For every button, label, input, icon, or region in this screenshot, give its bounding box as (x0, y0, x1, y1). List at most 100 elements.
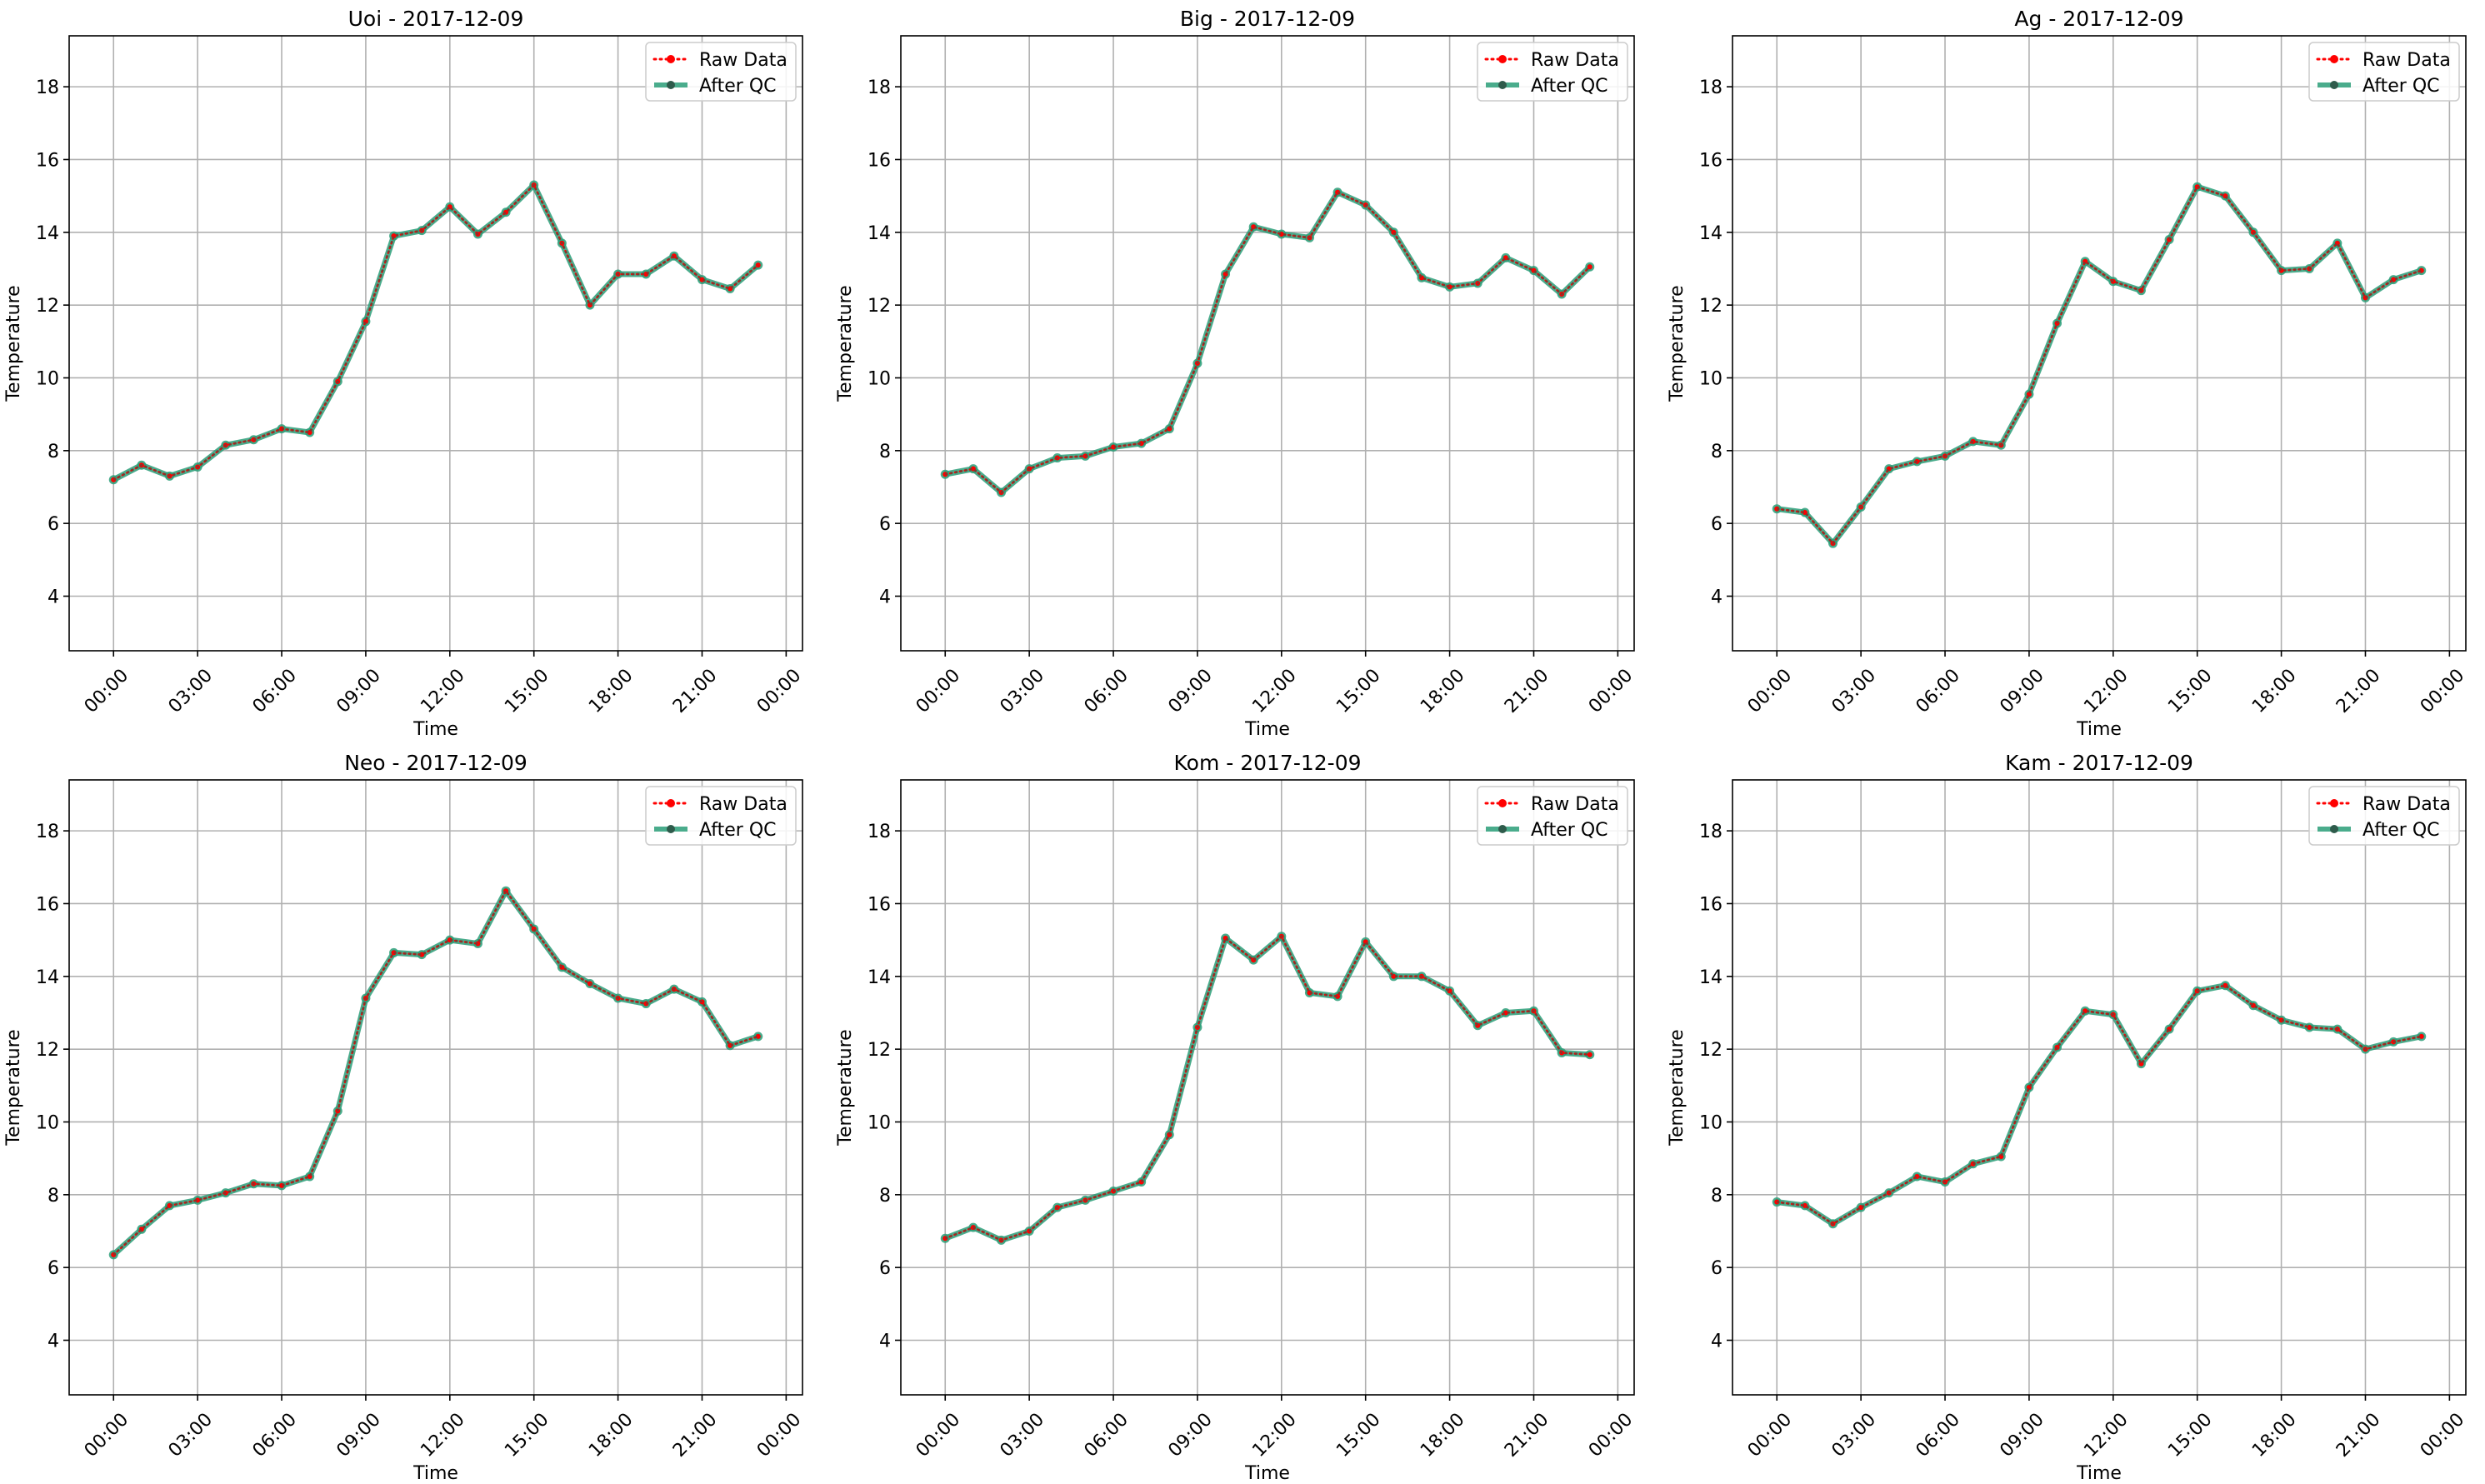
legend-raw-marker (667, 55, 675, 63)
series-overlap-line (1777, 185, 2422, 546)
legend: Raw Data After QC (2308, 786, 2460, 846)
y-tick-label: 6 (879, 514, 891, 535)
legend-qc-marker (667, 81, 675, 89)
legend-label-qc: After QC (699, 820, 777, 841)
y-tick-label: 18 (868, 77, 891, 98)
y-tick-label: 10 (36, 1112, 59, 1133)
subplot-3: 4 6 8 10 12 14 16 18 00:00 03:00 06:00 09:00 12:00 15… (1667, 7, 2468, 740)
legend-label-qc: After QC (1531, 820, 1608, 841)
subplot-5: 4 6 8 10 12 14 16 18 00:00 03:00 06:00 09:00 12:00 15… (835, 751, 1637, 1484)
y-tick-label: 4 (1711, 587, 1722, 607)
y-tick-label: 8 (48, 1186, 59, 1207)
x-tick-label: 12:00 (2080, 665, 2132, 717)
axes-frame (68, 779, 803, 1396)
series-raw-data-line (1775, 984, 2423, 1226)
legend: Raw Data After QC (645, 42, 797, 102)
chart-title: Ag - 2017-12-09 (2014, 7, 2183, 31)
x-tick-label: 00:00 (1585, 1409, 1638, 1462)
legend-raw-marker (1498, 55, 1507, 63)
subplot-6: 4 6 8 10 12 14 16 18 00:00 03:00 06:00 09:00 12:00 15… (1667, 751, 2468, 1484)
x-tick-label: 09:00 (1164, 665, 1217, 717)
y-tick-label: 14 (1699, 223, 1722, 244)
axes-frame (1732, 35, 2467, 652)
x-tick-label: 12:00 (417, 665, 469, 717)
y-tick-label: 18 (36, 77, 59, 98)
y-tick-label: 12 (1699, 1040, 1722, 1061)
y-tick-label: 4 (48, 587, 59, 607)
x-tick-label: 15:00 (2164, 665, 2217, 717)
legend-label-raw: Raw Data (2362, 794, 2451, 815)
legend-label-raw: Raw Data (699, 50, 788, 71)
legend-qc-marker (2330, 81, 2338, 89)
chart-title: Neo - 2017-12-09 (344, 751, 528, 775)
y-tick-label: 6 (48, 1258, 59, 1279)
series-overlap-line (1777, 984, 2422, 1226)
chart-title: Big - 2017-12-09 (1180, 7, 1355, 31)
x-axis-label: Time (1244, 1463, 1290, 1484)
y-tick-label: 16 (36, 894, 59, 915)
x-tick-label: 12:00 (2080, 1409, 2132, 1462)
y-tick-label: 6 (48, 514, 59, 535)
legend-qc-marker (2330, 825, 2338, 833)
y-axis-label: Temperature (835, 285, 856, 402)
legend-label-qc: After QC (2362, 820, 2440, 841)
legend: Raw Data After QC (1477, 42, 1628, 102)
y-tick-label: 8 (1711, 442, 1722, 462)
legend-raw-marker (2330, 799, 2338, 807)
legend: Raw Data After QC (645, 786, 797, 846)
y-axis-label: Temperature (1667, 1029, 1688, 1146)
y-tick-label: 4 (48, 1331, 59, 1352)
legend-label-qc: After QC (1531, 76, 1608, 97)
subplot-4: 4 6 8 10 12 14 16 18 00:00 03:00 06:00 09:00 12:00 15… (3, 751, 805, 1484)
x-tick-label: 06:00 (1912, 1409, 1965, 1462)
axes-frame (68, 35, 803, 652)
y-tick-label: 6 (1711, 1258, 1722, 1279)
legend-label-qc: After QC (2362, 76, 2440, 97)
series-after-qc-line (110, 182, 762, 483)
y-tick-label: 18 (1699, 77, 1722, 98)
x-tick-label: 18:00 (1417, 665, 1469, 717)
legend-raw-marker (2330, 55, 2338, 63)
series-overlap-line (944, 190, 1591, 495)
y-axis-label: Temperature (3, 1029, 24, 1146)
axes-frame (900, 35, 1635, 652)
series-overlap-line (944, 934, 1590, 1242)
y-tick-label: 8 (1711, 1186, 1722, 1207)
y-tick-label: 10 (1699, 1112, 1722, 1133)
chart-title: Uoi - 2017-12-09 (348, 7, 524, 31)
x-tick-label: 12:00 (1248, 1409, 1301, 1462)
legend-qc-marker (1498, 825, 1507, 833)
y-tick-label: 12 (868, 1040, 891, 1061)
y-tick-label: 10 (868, 1112, 891, 1133)
y-tick-label: 18 (868, 822, 891, 842)
y-tick-label: 4 (879, 587, 891, 607)
x-tick-label: 00:00 (912, 1409, 965, 1462)
x-tick-label: 15:00 (501, 665, 553, 717)
x-tick-label: 18:00 (585, 1409, 638, 1462)
y-tick-label: 4 (1711, 1331, 1722, 1352)
y-tick-label: 8 (879, 442, 891, 462)
y-tick-label: 10 (1699, 368, 1722, 389)
x-tick-label: 06:00 (249, 665, 302, 717)
x-tick-label: 03:00 (997, 1409, 1049, 1462)
x-axis-label: Time (412, 1463, 458, 1484)
y-tick-label: 12 (1699, 296, 1722, 317)
x-tick-label: 21:00 (1501, 665, 1553, 717)
y-tick-label: 12 (868, 296, 891, 317)
x-tick-label: 18:00 (2248, 1409, 2301, 1462)
x-tick-label: 15:00 (501, 1409, 553, 1462)
x-tick-label: 03:00 (997, 665, 1049, 717)
y-tick-label: 14 (36, 223, 59, 244)
x-tick-label: 00:00 (1585, 665, 1638, 717)
y-tick-label: 14 (36, 967, 59, 988)
x-tick-label: 06:00 (1081, 665, 1133, 717)
x-tick-label: 00:00 (1744, 665, 1797, 717)
x-tick-label: 18:00 (585, 665, 638, 717)
y-tick-label: 14 (868, 967, 891, 988)
axes-frame (1732, 779, 2467, 1396)
x-tick-label: 00:00 (81, 1409, 133, 1462)
y-tick-label: 6 (1711, 514, 1722, 535)
x-tick-label: 18:00 (1417, 1409, 1469, 1462)
x-tick-label: 21:00 (2332, 665, 2385, 717)
series-after-qc-line (942, 189, 1593, 496)
